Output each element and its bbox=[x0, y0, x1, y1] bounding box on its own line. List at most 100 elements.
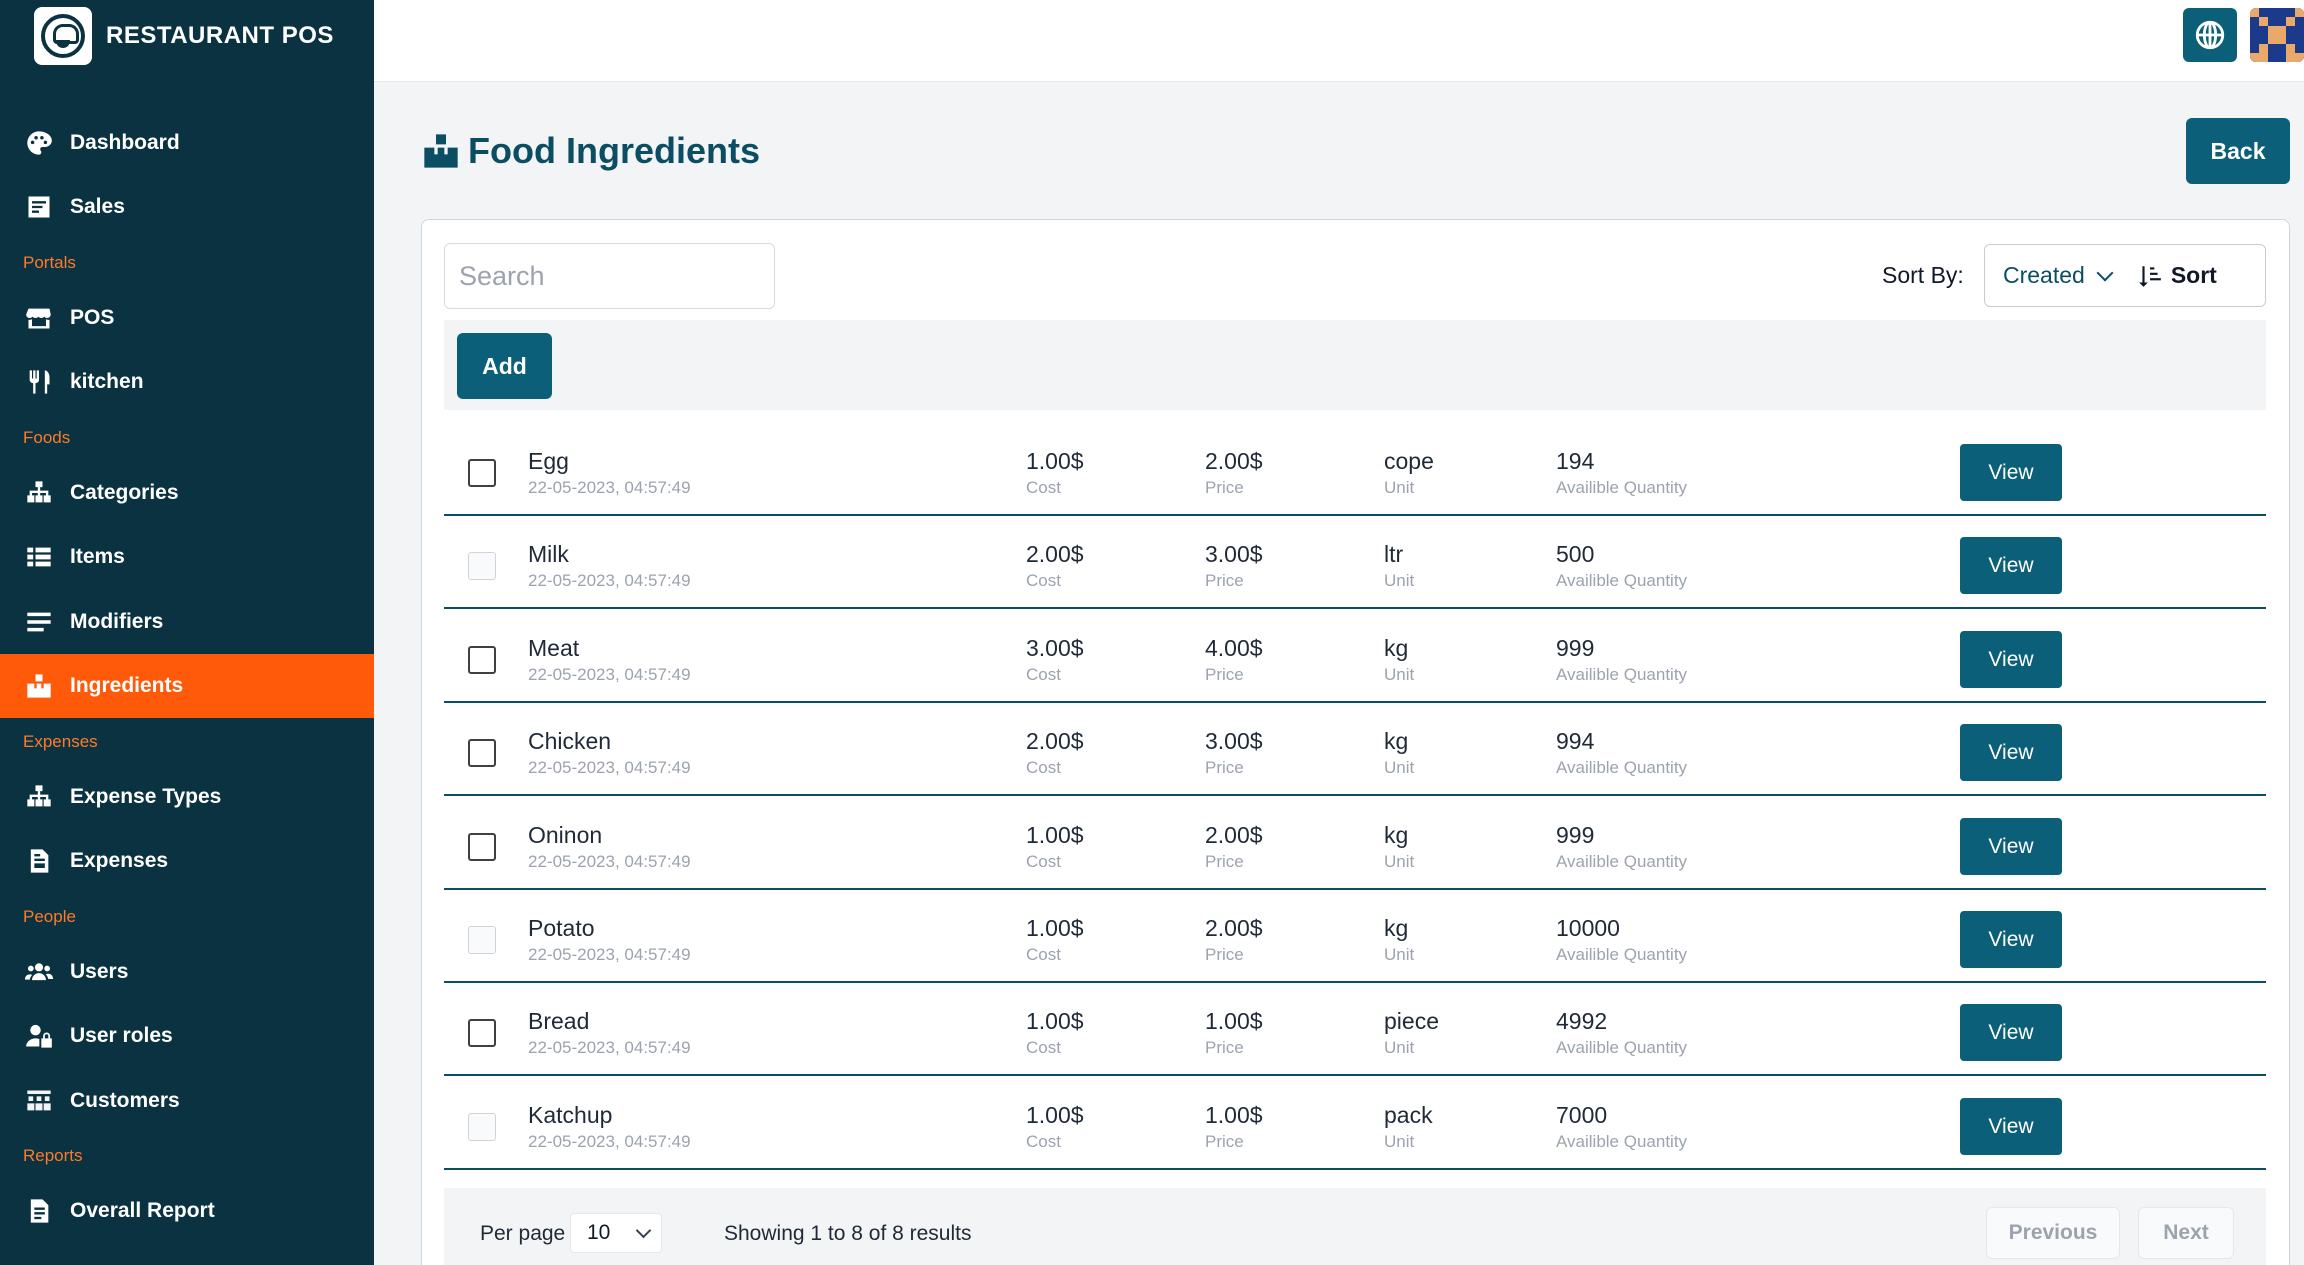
unit-value: kg bbox=[1384, 728, 1409, 754]
sitemap-icon bbox=[24, 478, 54, 508]
cost-label: Cost bbox=[1026, 665, 1061, 684]
sidebar-item-expense-types[interactable]: Expense Types bbox=[0, 765, 374, 829]
cost-label: Cost bbox=[1026, 1038, 1061, 1057]
sidebar-item-modifiers[interactable]: Modifiers bbox=[0, 590, 374, 654]
price-label: Price bbox=[1205, 758, 1244, 777]
ingredient-name: Oninon bbox=[528, 822, 603, 848]
row-checkbox[interactable] bbox=[468, 1019, 496, 1047]
qty-label: Availible Quantity bbox=[1556, 758, 1688, 777]
price-label: Price bbox=[1205, 852, 1244, 871]
cubes-icon bbox=[24, 671, 54, 701]
results-summary: Showing 1 to 8 of 8 results bbox=[724, 1222, 972, 1245]
unit-value: pack bbox=[1384, 1102, 1433, 1128]
user-avatar[interactable] bbox=[2250, 8, 2304, 62]
utensils-icon bbox=[24, 367, 54, 397]
sidebar-item-label: Dashboard bbox=[70, 131, 180, 154]
price-label: Price bbox=[1205, 1132, 1244, 1151]
qty-label: Availible Quantity bbox=[1556, 571, 1688, 590]
report-icon bbox=[24, 1196, 54, 1226]
qty-value: 194 bbox=[1556, 448, 1595, 474]
sidebar-item-pos[interactable]: POS bbox=[0, 286, 374, 350]
back-button[interactable]: Back bbox=[2186, 118, 2290, 184]
unit-label: Unit bbox=[1384, 758, 1415, 777]
cost-value: 2.00$ bbox=[1026, 541, 1084, 567]
previous-page-button[interactable]: Previous bbox=[1986, 1207, 2120, 1259]
view-button[interactable]: View bbox=[1960, 911, 2062, 968]
unit-label: Unit bbox=[1384, 1132, 1415, 1151]
sort-field-select[interactable]: Created bbox=[2003, 262, 2114, 289]
price-value: 2.00$ bbox=[1205, 448, 1263, 474]
cost-label: Cost bbox=[1026, 945, 1061, 964]
bars-icon bbox=[24, 607, 54, 637]
price-label: Price bbox=[1205, 945, 1244, 964]
row-checkbox[interactable] bbox=[468, 739, 496, 767]
chevron-down-icon bbox=[2096, 264, 2114, 281]
sidebar-item-ingredients[interactable]: Ingredients bbox=[0, 654, 374, 718]
qty-label: Availible Quantity bbox=[1556, 478, 1688, 497]
add-button[interactable]: Add bbox=[457, 333, 552, 399]
sidebar-item-users[interactable]: Users bbox=[0, 940, 374, 1004]
unit-value: piece bbox=[1384, 1008, 1439, 1034]
sidebar-item-items[interactable]: Items bbox=[0, 525, 374, 589]
sidebar-item-user-roles[interactable]: User roles bbox=[0, 1004, 374, 1068]
sidebar-item-kitchen[interactable]: kitchen bbox=[0, 350, 374, 414]
cost-label: Cost bbox=[1026, 478, 1061, 497]
avatar-pixel-icon bbox=[2250, 8, 2304, 62]
chef-logo-icon bbox=[34, 7, 92, 65]
sidebar-item-dashboard[interactable]: Dashboard bbox=[0, 111, 374, 175]
unit-label: Unit bbox=[1384, 1038, 1415, 1057]
brand[interactable]: RESTAURANT POS bbox=[34, 6, 334, 66]
unit-value: cope bbox=[1384, 448, 1434, 474]
unit-label: Unit bbox=[1384, 478, 1415, 497]
row-checkbox[interactable] bbox=[468, 459, 496, 487]
ingredient-name: Katchup bbox=[528, 1102, 613, 1128]
view-button[interactable]: View bbox=[1960, 1098, 2062, 1155]
ingredient-name: Bread bbox=[528, 1008, 590, 1034]
sort-button[interactable]: Sort bbox=[2137, 262, 2217, 289]
unit-label: Unit bbox=[1384, 852, 1415, 871]
view-button[interactable]: View bbox=[1960, 724, 2062, 781]
ingredient-name: Potato bbox=[528, 915, 595, 941]
table-row: Potato 22-05-2023, 04:57:49 1.00$ Cost 2.00$… bbox=[444, 890, 2266, 983]
sidebar-item-categories[interactable]: Categories bbox=[0, 461, 374, 525]
table-toolbar bbox=[444, 320, 2266, 410]
sidebar: RESTAURANT POS Dashboard Sales Portals P… bbox=[0, 0, 374, 1265]
language-button[interactable] bbox=[2183, 8, 2237, 62]
sidebar-item-label: Ingredients bbox=[70, 674, 184, 697]
qty-label: Availible Quantity bbox=[1556, 665, 1688, 684]
cost-value: 1.00$ bbox=[1026, 915, 1084, 941]
view-button[interactable]: View bbox=[1960, 1004, 2062, 1061]
qty-label: Availible Quantity bbox=[1556, 852, 1688, 871]
sidebar-item-expenses[interactable]: Expenses bbox=[0, 829, 374, 893]
sort-control: Created Sort bbox=[1984, 244, 2266, 307]
row-checkbox[interactable] bbox=[468, 646, 496, 674]
cubes-icon bbox=[424, 134, 458, 168]
qty-value: 500 bbox=[1556, 541, 1595, 567]
view-button[interactable]: View bbox=[1960, 537, 2062, 594]
unit-value: kg bbox=[1384, 635, 1409, 661]
price-label: Price bbox=[1205, 478, 1244, 497]
sitemap-icon bbox=[24, 782, 54, 812]
view-button[interactable]: View bbox=[1960, 818, 2062, 875]
created-date: 22-05-2023, 04:57:49 bbox=[528, 665, 691, 684]
row-checkbox[interactable] bbox=[468, 833, 496, 861]
view-button[interactable]: View bbox=[1960, 631, 2062, 688]
ingredient-name: Chicken bbox=[528, 728, 612, 754]
table-row: Egg 22-05-2023, 04:57:49 1.00$ Cost 2.00$ Pri… bbox=[444, 423, 2266, 516]
ingredient-name: Milk bbox=[528, 541, 569, 567]
qty-label: Availible Quantity bbox=[1556, 945, 1688, 964]
search-input[interactable] bbox=[444, 243, 775, 309]
sort-field-value: Created bbox=[2003, 262, 2085, 288]
view-button[interactable]: View bbox=[1960, 444, 2062, 501]
per-page-select[interactable]: 10 bbox=[570, 1213, 662, 1253]
unit-label: Unit bbox=[1384, 665, 1415, 684]
created-date: 22-05-2023, 04:57:49 bbox=[528, 758, 691, 777]
sidebar-item-overall-report[interactable]: Overall Report bbox=[0, 1179, 374, 1243]
sidebar-item-label: Users bbox=[70, 960, 129, 983]
price-value: 4.00$ bbox=[1205, 635, 1263, 661]
next-page-button[interactable]: Next bbox=[2138, 1207, 2234, 1259]
sidebar-item-customers[interactable]: Customers bbox=[0, 1069, 374, 1133]
sidebar-item-sales[interactable]: Sales bbox=[0, 175, 374, 239]
table-row: Milk 22-05-2023, 04:57:49 2.00$ Cost 3.00$ Pr… bbox=[444, 516, 2266, 609]
per-page-value: 10 bbox=[587, 1221, 611, 1244]
